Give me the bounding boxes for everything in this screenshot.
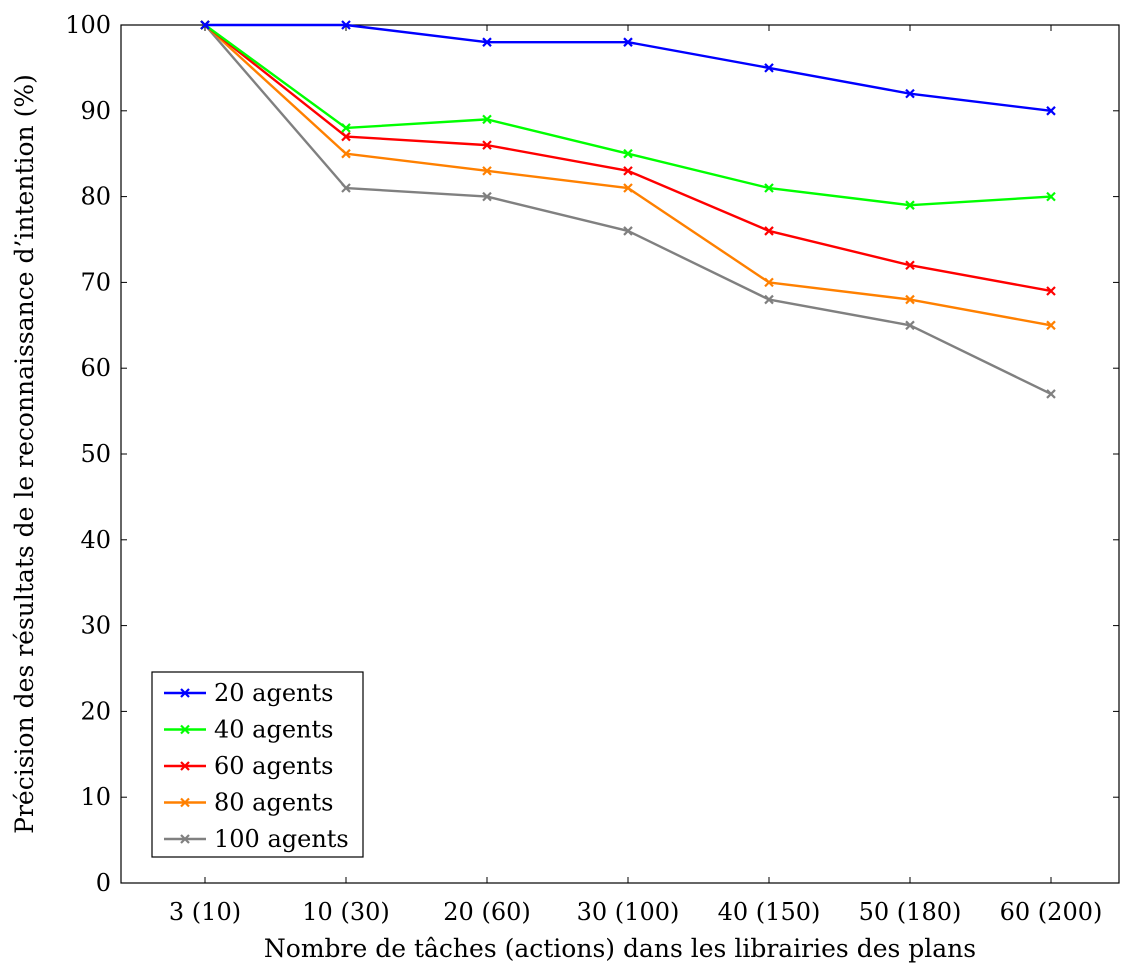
x-tick-label: 10 (30) [302,898,389,926]
data-point [482,114,492,125]
series-line-40-agents [204,24,1052,207]
series-100-agents [200,20,1056,399]
data-point [341,183,351,193]
y-tick-label: 70 [80,268,111,296]
x-tick-label: 50 (180) [859,898,962,926]
x-tick-label: 30 (100) [577,898,680,926]
data-point [623,226,633,236]
x-tick-label: 60 (200) [1000,898,1103,926]
series-60-agents [200,20,1056,296]
y-tick-label: 40 [80,526,111,554]
y-tick-label: 90 [80,97,111,125]
legend-marker [180,761,190,771]
data-point [1046,320,1056,331]
data-point [905,88,915,99]
data-point [623,148,633,159]
y-tick-label: 80 [80,183,111,211]
y-tick-label: 0 [96,869,111,897]
legend-marker [180,688,190,698]
data-point [905,320,915,331]
data-point [764,183,774,193]
y-axis-label: Précision des résultats de le reconnaiss… [10,74,39,834]
x-tick-label: 3 (10) [169,898,241,926]
data-point [905,260,915,271]
legend-marker [180,797,190,808]
legend-label: 80 agents [214,789,333,817]
legend-marker [180,724,190,735]
legend-entry: 60 agents [164,752,333,780]
data-point [905,294,915,305]
y-tick-label: 50 [80,440,111,468]
data-point [764,277,774,288]
legend-label: 100 agents [214,825,349,853]
data-point [1046,286,1056,296]
x-axis: 3 (10) 10 (30) 20 (60) 30 (100) 40 (150) 50 (… [169,25,1102,926]
data-point [623,183,633,193]
legend-label: 60 agents [214,752,333,780]
legend-entry: 40 agents [164,716,333,744]
data-point [1046,106,1056,116]
data-point [341,131,351,142]
legend: 20 agents 40 agents 60 agents 80 agents 100 … [151,671,364,858]
y-tick-label: 30 [80,612,111,640]
y-tick-label: 10 [80,783,111,811]
x-axis-label: Nombre de tâches (actions) dans les libr… [264,934,976,963]
series-line-100-agents [204,24,1052,396]
series-line-80-agents [204,24,1052,327]
legend-label: 20 agents [214,679,333,707]
data-point [764,294,774,305]
y-axis: 0 10 20 30 40 50 60 70 80 90 100 [65,11,1119,897]
y-tick-label: 20 [80,697,111,725]
data-point [1046,191,1056,202]
legend-marker [180,834,190,844]
series-layer [200,20,1056,399]
legend-entry: 100 agents [164,825,349,853]
legend-label: 40 agents [214,716,333,744]
data-point [482,166,492,176]
data-point [623,37,633,47]
plot-area: 0 10 20 30 40 50 60 70 80 90 100 3 (10) 10 (30) 20 (… [65,11,1120,926]
data-point [200,20,210,30]
series-line-20-agents [205,23,1052,112]
series-20-agents [200,20,1056,116]
y-tick-label: 60 [80,354,111,382]
x-tick-label: 20 (60) [443,898,530,926]
data-point [623,166,633,176]
y-tick-label: 100 [65,11,111,39]
data-point [482,140,492,150]
legend-entry: 20 agents [164,679,333,707]
data-point [482,191,492,202]
series-40-agents [200,20,1056,210]
data-point [341,148,351,159]
data-point [764,63,774,73]
series-line-60-agents [204,24,1052,293]
data-point [905,200,915,210]
data-point [764,226,774,236]
data-point [1046,389,1056,399]
data-point [482,37,492,47]
legend-entry: 80 agents [164,789,333,817]
data-point [341,20,351,30]
series-80-agents [200,20,1056,331]
data-point [341,123,351,133]
x-tick-label: 40 (150) [718,898,821,926]
